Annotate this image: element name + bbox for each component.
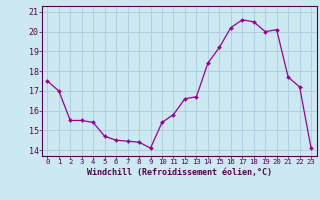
X-axis label: Windchill (Refroidissement éolien,°C): Windchill (Refroidissement éolien,°C): [87, 168, 272, 177]
